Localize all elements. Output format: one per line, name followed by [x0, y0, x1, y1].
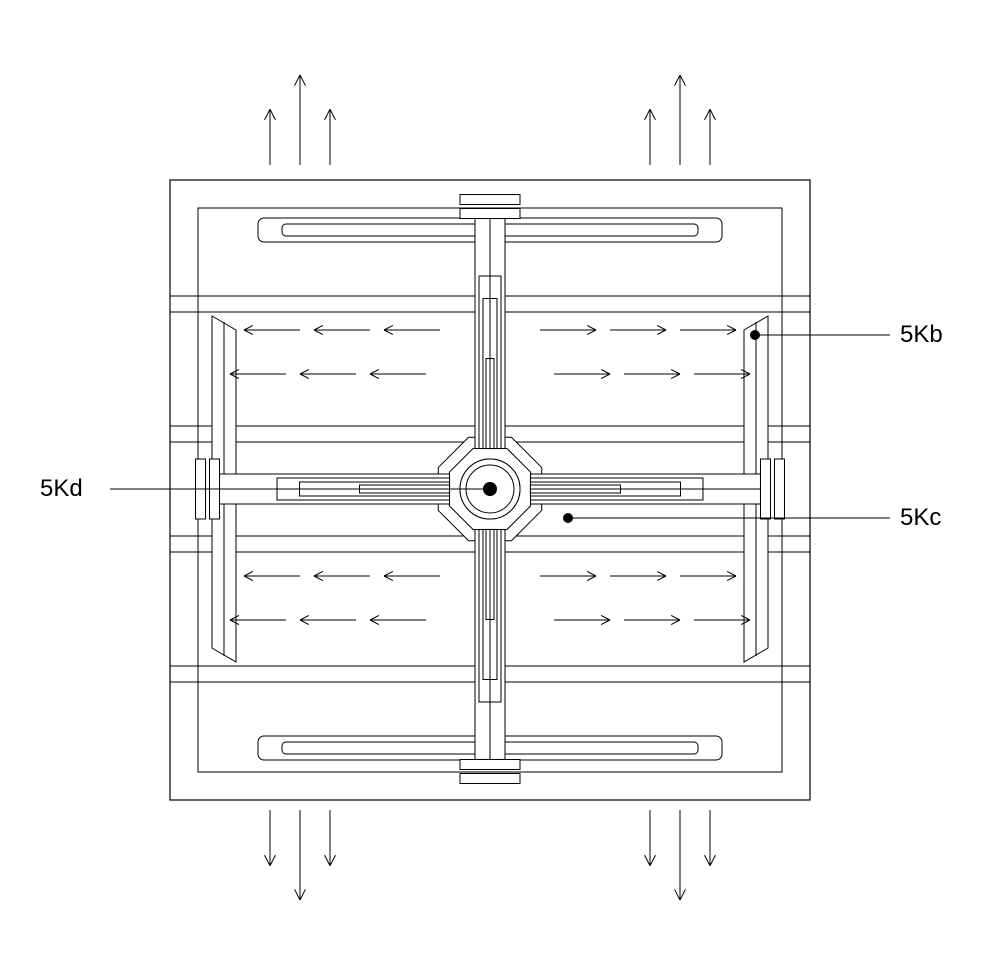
callout-label: 5Kb: [900, 321, 943, 348]
flow-arrow: [645, 810, 656, 866]
leader-dot: [563, 513, 573, 523]
flow-arrow: [300, 369, 356, 378]
flow-arrow: [295, 75, 306, 165]
flow-arrow: [610, 325, 666, 334]
flow-arrow: [265, 810, 276, 866]
flow-arrow: [370, 369, 426, 378]
flow-arrow: [265, 109, 276, 165]
flow-arrow: [705, 109, 716, 165]
flow-arrow: [540, 325, 596, 334]
leader-dot: [750, 330, 760, 340]
flow-arrow: [645, 109, 656, 165]
flow-arrow: [680, 325, 736, 334]
flow-arrow: [554, 369, 610, 378]
flow-arrow: [314, 325, 370, 334]
flow-arrow: [705, 810, 716, 866]
flow-arrow: [325, 810, 336, 866]
flow-arrow: [230, 615, 286, 624]
leader-dot: [485, 484, 495, 494]
flow-arrow: [230, 369, 286, 378]
flow-arrow: [314, 571, 370, 580]
flow-arrow: [694, 615, 750, 624]
flow-arrow: [554, 615, 610, 624]
flow-arrow: [540, 571, 596, 580]
callout-label: 5Kd: [40, 475, 83, 502]
flow-arrow: [244, 571, 300, 580]
flow-arrow: [624, 615, 680, 624]
flow-arrow: [624, 369, 680, 378]
flow-arrow: [384, 325, 440, 334]
flow-arrow: [675, 75, 686, 165]
flow-arrow: [675, 810, 686, 900]
flow-arrow: [384, 571, 440, 580]
diagram-canvas: 5Kb 5Kc 5Kd: [0, 0, 1000, 971]
flow-arrow: [694, 369, 750, 378]
flow-arrow: [610, 571, 666, 580]
flow-arrow: [680, 571, 736, 580]
flow-arrow: [325, 109, 336, 165]
flow-arrow: [295, 810, 306, 900]
callout-label: 5Kc: [900, 504, 941, 531]
flow-arrow: [244, 325, 300, 334]
flow-arrow: [370, 615, 426, 624]
flow-arrow: [300, 615, 356, 624]
